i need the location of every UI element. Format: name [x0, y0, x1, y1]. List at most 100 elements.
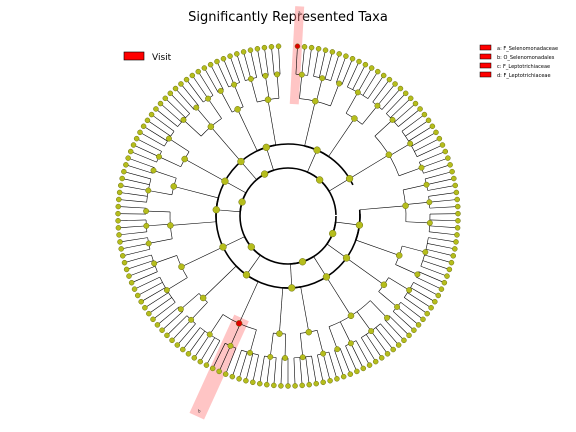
branch-line: [384, 319, 405, 341]
taxon-node: [347, 371, 354, 377]
taxon-node: [133, 135, 140, 142]
branch-line: [389, 143, 411, 157]
branch-line: [398, 108, 421, 127]
branch-line: [381, 88, 401, 110]
branch-line: [128, 157, 155, 168]
branch-line: [266, 147, 274, 171]
branch-line: [330, 53, 340, 81]
taxon-node: [121, 259, 128, 266]
group-legend-label: Visit: [152, 53, 172, 63]
level-ring: [239, 167, 337, 265]
taxon-node: [178, 81, 184, 87]
taxon-node: [452, 246, 458, 252]
taxon-node: [178, 263, 185, 271]
branch-line: [143, 126, 168, 142]
taxon-node: [386, 76, 393, 83]
branch-line: [210, 126, 242, 162]
branch-line: [362, 105, 378, 125]
level-ring: [215, 143, 361, 289]
taxon-node: [380, 281, 388, 289]
taxon-node: [227, 342, 234, 349]
branch-line: [300, 286, 310, 333]
branch-line: [148, 297, 172, 314]
taxon-node: [130, 142, 137, 148]
taxon-node: [436, 135, 443, 142]
taxon-node: [216, 368, 222, 375]
branch-line: [319, 50, 326, 78]
taxon-node: [395, 342, 402, 348]
branch-line: [366, 334, 382, 359]
branch-line: [266, 356, 271, 385]
taxon-node: [276, 330, 283, 337]
branch-line: [295, 46, 298, 75]
taxon-node: [421, 111, 428, 118]
taxon-node: [118, 246, 124, 252]
taxon-node: [355, 221, 364, 229]
branch-line: [345, 92, 359, 114]
taxon-node: [451, 175, 457, 182]
taxon-node: [257, 380, 263, 387]
taxon-node: [343, 53, 349, 59]
branch-line: [359, 205, 406, 211]
taxon-node: [214, 58, 220, 65]
branch-line: [168, 138, 190, 152]
branch-line: [166, 277, 188, 291]
taxon-node: [134, 292, 141, 299]
branch-line: [148, 238, 173, 244]
node-markers: [115, 43, 461, 389]
branch-line: [336, 56, 347, 83]
branch-line: [122, 248, 151, 257]
taxon-node: [116, 232, 122, 238]
branch-line: [121, 243, 149, 250]
taxon-node: [264, 96, 272, 103]
branch-line: [128, 265, 156, 277]
taxon-node: [322, 47, 329, 53]
taxon-node: [264, 381, 270, 388]
taxon-node: [342, 254, 351, 262]
taxon-node: [385, 151, 393, 159]
branch-line: [328, 118, 355, 157]
taxon-node: [455, 217, 461, 224]
taxon-node: [143, 208, 150, 215]
taxon-node: [428, 304, 434, 311]
taxon-node: [140, 123, 147, 130]
chart-title: Significantly Represented Taxa: [188, 10, 388, 25]
taxon-node: [378, 355, 385, 361]
group-legend-swatch: [123, 51, 145, 61]
branch-line: [197, 71, 214, 96]
branch-line: [139, 132, 165, 147]
taxon-node: [407, 95, 414, 102]
taxon-node: [275, 43, 282, 50]
taxon-node: [220, 55, 227, 62]
branch-line: [124, 254, 152, 263]
taxon-node: [454, 232, 460, 238]
taxon-node: [154, 322, 161, 328]
taxon-node: [166, 135, 172, 142]
branch-line: [405, 201, 430, 205]
branch-line: [202, 265, 237, 299]
highlighted-node: [294, 43, 301, 50]
taxon-node: [347, 340, 354, 347]
branch-line: [414, 138, 440, 152]
branch-line: [402, 245, 426, 253]
taxon-node: [349, 55, 356, 62]
branch-line: [370, 330, 388, 354]
taxon-node: [406, 332, 412, 339]
taxon-node: [426, 199, 433, 206]
taxon-node: [453, 189, 460, 196]
taxon-node: [285, 383, 291, 389]
taxon-node: [271, 382, 277, 389]
taxon-node: [145, 240, 152, 247]
taxon-node: [313, 380, 319, 387]
taxon-node: [260, 170, 269, 178]
taxon-node: [412, 100, 419, 107]
taxon-node: [334, 376, 340, 382]
branch-line: [370, 300, 388, 319]
taxon-node: [395, 252, 403, 259]
taxon-node: [390, 346, 396, 353]
taxon-node: [449, 168, 455, 175]
taxon-node: [142, 304, 148, 311]
branch-line: [224, 180, 247, 194]
branch-line: [125, 164, 153, 174]
